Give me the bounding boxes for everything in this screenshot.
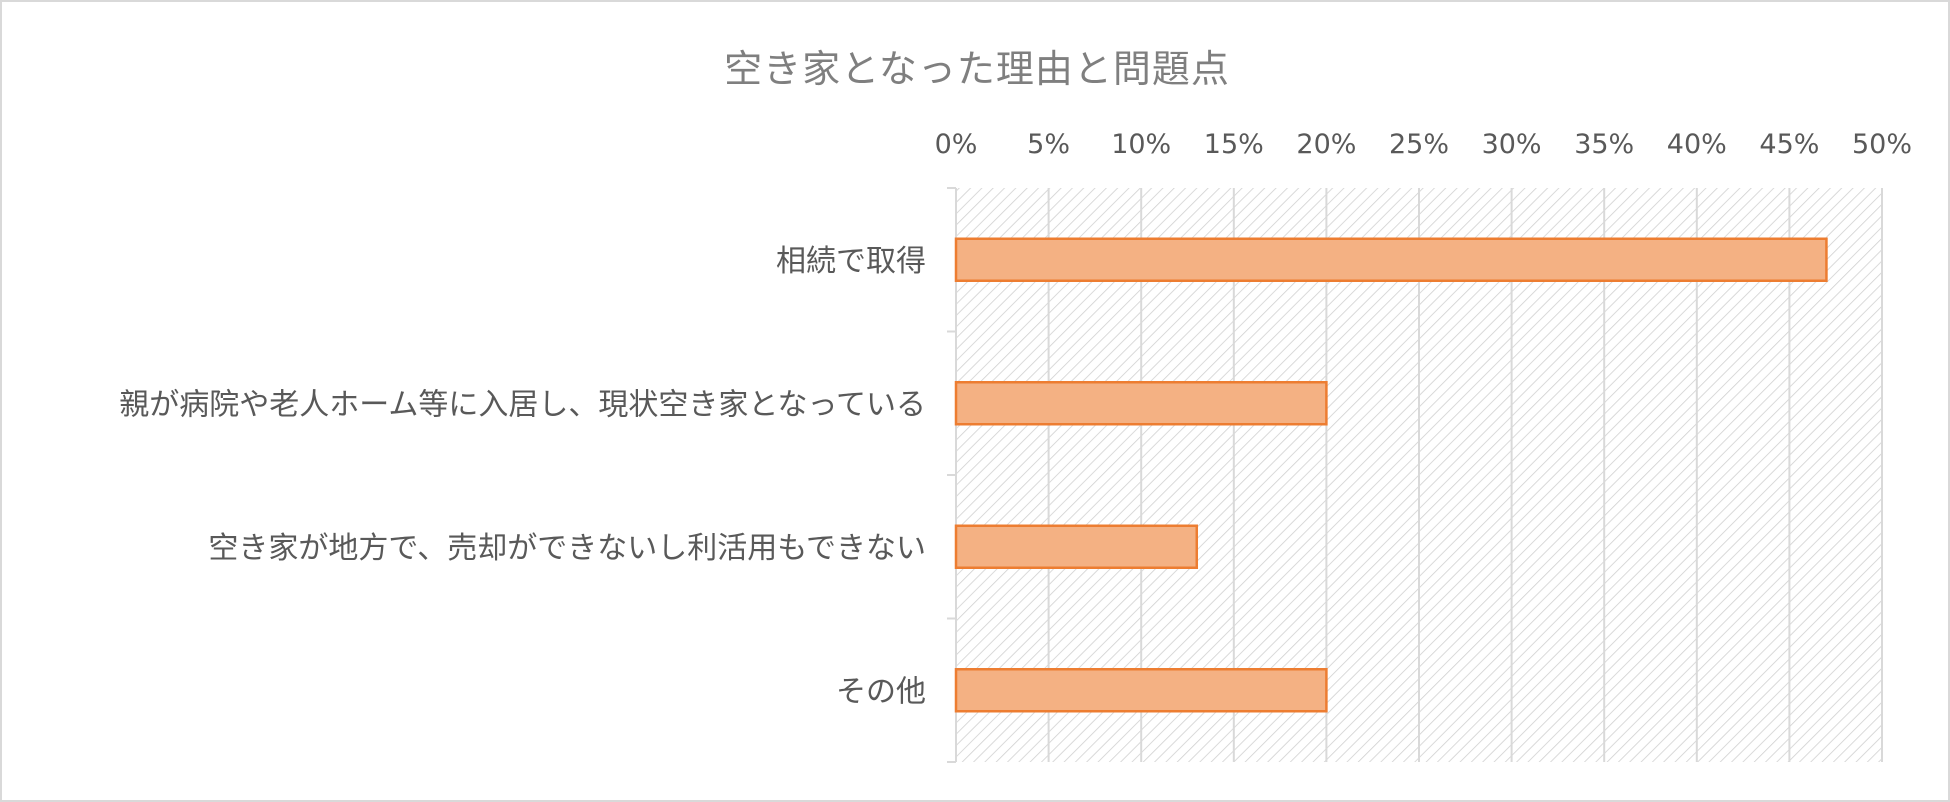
x-tick-label: 0%	[935, 129, 978, 160]
x-tick-label: 35%	[1574, 129, 1634, 160]
category-label: 親が病院や老人ホーム等に入居し、現状空き家となっている	[119, 387, 926, 422]
chart-title: 空き家となった理由と問題点	[724, 47, 1230, 91]
category-label: その他	[836, 674, 926, 709]
x-tick-label: 25%	[1389, 129, 1449, 160]
x-tick-label: 45%	[1759, 129, 1819, 160]
x-tick-label: 15%	[1204, 129, 1264, 160]
category-label: 空き家が地方で、売却ができないし利活用もできない	[208, 531, 926, 566]
x-tick-label: 20%	[1296, 129, 1356, 160]
x-tick-label: 50%	[1852, 129, 1912, 160]
category-label: 相続で取得	[776, 244, 926, 279]
bar	[954, 668, 1328, 713]
bar	[954, 381, 1328, 426]
x-tick-label: 30%	[1482, 129, 1542, 160]
x-tick-label: 5%	[1027, 129, 1070, 160]
x-tick-label: 10%	[1111, 129, 1171, 160]
bar	[954, 237, 1828, 282]
bar	[954, 524, 1199, 569]
x-tick-label: 40%	[1667, 129, 1727, 160]
